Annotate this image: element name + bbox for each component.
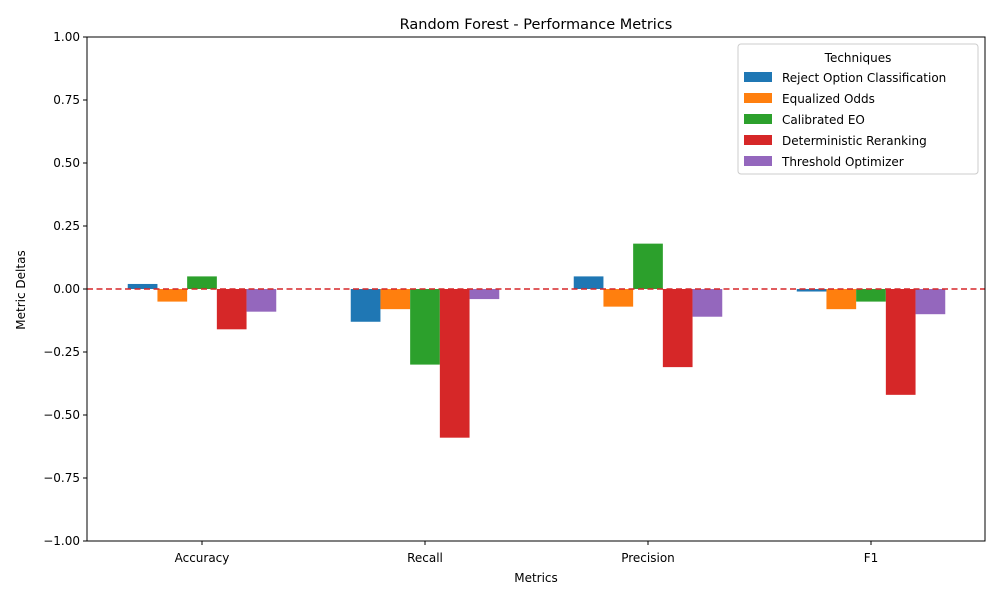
y-axis-label: Metric Deltas [14, 250, 28, 329]
bar-precision-reject-option-classification [573, 276, 604, 289]
x-tick-label: Precision [621, 551, 675, 565]
y-tick-label: 1.00 [53, 30, 80, 44]
bar-precision-calibrated-eo [633, 243, 663, 289]
bar-precision-threshold-optimizer [692, 289, 723, 317]
bar-f1-reject-option-classification [796, 289, 827, 292]
legend-entry-label: Calibrated EO [782, 113, 865, 127]
legend-entry-label: Deterministic Reranking [782, 134, 927, 148]
y-tick-label: 0.00 [53, 282, 80, 296]
bar-accuracy-reject-option-classification [127, 283, 158, 289]
bar-accuracy-calibrated-eo [187, 276, 217, 289]
bar-recall-threshold-optimizer [469, 289, 500, 300]
legend-title: Techniques [824, 51, 892, 65]
legend-swatch [744, 93, 772, 103]
bar-accuracy-deterministic-reranking [216, 289, 247, 330]
y-tick-label: 0.50 [53, 156, 80, 170]
legend-swatch [744, 72, 772, 82]
y-tick-label: 0.75 [53, 93, 80, 107]
y-tick-label: −0.25 [43, 345, 80, 359]
chart-title: Random Forest - Performance Metrics [400, 17, 673, 33]
bar-f1-threshold-optimizer [915, 289, 946, 315]
x-axis-label: Metrics [514, 571, 558, 585]
legend-entry-label: Reject Option Classification [782, 71, 946, 85]
bar-precision-deterministic-reranking [662, 289, 693, 368]
x-tick-label: Recall [407, 551, 443, 565]
y-tick-label: −1.00 [43, 534, 80, 548]
bar-recall-equalized-odds [380, 289, 411, 310]
legend-swatch [744, 135, 772, 145]
plot-area: −1.00 −0.75 −0.50 −0.25 0.00 0.25 0.50 0.75 1.00… [43, 30, 986, 565]
legend-entry-label: Equalized Odds [782, 92, 875, 106]
legend-entry-label: Threshold Optimizer [781, 155, 904, 169]
y-tick-label: −0.75 [43, 471, 80, 485]
bar-f1-equalized-odds [826, 289, 857, 310]
x-tick-label: Accuracy [175, 551, 230, 565]
bar-accuracy-equalized-odds [157, 289, 188, 302]
legend: Techniques Reject Option Classification Eq… [737, 43, 979, 175]
bar-recall-calibrated-eo [410, 289, 440, 365]
bar-precision-equalized-odds [603, 289, 634, 307]
bar-accuracy-threshold-optimizer [246, 289, 277, 312]
legend-swatch [744, 114, 772, 124]
y-tick-label: 0.25 [53, 219, 80, 233]
y-tick-label: −0.50 [43, 408, 80, 422]
legend-swatch [744, 156, 772, 166]
bar-recall-deterministic-reranking [439, 289, 470, 438]
bar-recall-reject-option-classification [350, 289, 381, 322]
bar-f1-calibrated-eo [856, 289, 886, 302]
x-tick-label: F1 [864, 551, 879, 565]
bar-f1-deterministic-reranking [885, 289, 916, 395]
legend-box [737, 43, 979, 175]
